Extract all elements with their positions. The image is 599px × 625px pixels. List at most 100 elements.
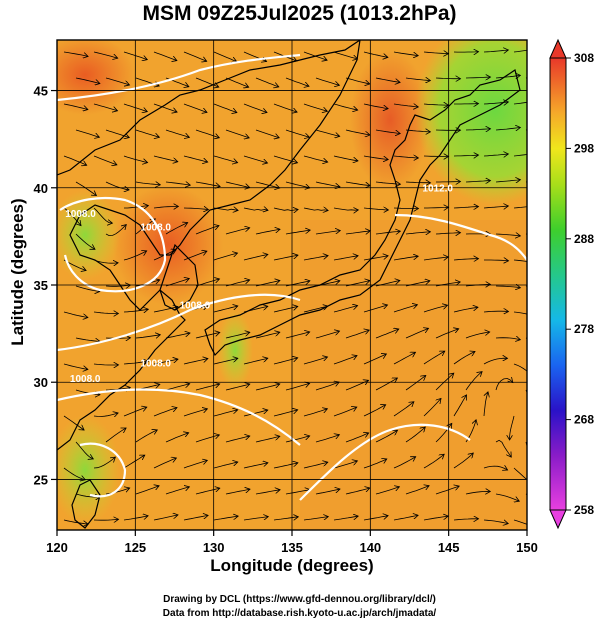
streamline — [225, 436, 250, 443]
streamline — [123, 361, 148, 364]
streamline — [423, 454, 444, 469]
streamline — [525, 77, 527, 79]
streamline — [93, 413, 118, 417]
streamline — [513, 311, 527, 315]
streamline — [525, 129, 527, 131]
streamline — [345, 181, 370, 186]
cool-area-kyushu — [217, 310, 253, 390]
streamline — [135, 219, 155, 235]
streamline — [315, 489, 340, 495]
streamline — [315, 331, 340, 339]
streamline — [483, 358, 508, 365]
streamline — [525, 233, 527, 235]
streamline — [255, 129, 279, 138]
streamline — [135, 129, 159, 137]
coastline-korea — [159, 243, 199, 311]
streamline — [393, 51, 418, 56]
colorbar-tick-label: 308 — [574, 51, 594, 65]
streamline — [165, 433, 189, 443]
streamline — [93, 457, 115, 469]
streamline — [123, 455, 145, 469]
streamline — [183, 460, 207, 469]
streamline — [183, 359, 208, 365]
colorbar-max-arrow — [549, 38, 567, 59]
streamline — [243, 463, 268, 469]
streamline — [333, 407, 357, 417]
streamline — [75, 285, 100, 292]
streamline — [453, 352, 475, 365]
streamline — [183, 515, 208, 521]
streamline — [195, 384, 220, 391]
colorbar-tick-label: 298 — [574, 141, 594, 155]
warm-area-north — [57, 40, 135, 115]
lon-tick-label: 130 — [203, 540, 225, 555]
x-axis-label: Longitude (degrees) — [210, 556, 374, 575]
streamline — [63, 155, 87, 165]
warm-area-korea — [113, 185, 223, 305]
streamline — [255, 332, 280, 339]
streamline — [285, 230, 310, 235]
streamline — [153, 458, 176, 469]
streamline — [453, 453, 473, 469]
streamline — [513, 49, 527, 53]
streamline — [63, 103, 88, 110]
streamline — [75, 337, 100, 342]
streamline — [153, 51, 177, 61]
streamline — [183, 155, 208, 162]
colorbar: 258 268 278 288 298 308 — [549, 38, 594, 530]
streamline — [183, 51, 207, 61]
streamline — [285, 490, 310, 495]
streamline — [513, 519, 527, 525]
streamline — [303, 208, 328, 211]
streamline — [513, 259, 527, 262]
streamline — [423, 52, 448, 54]
streamline — [453, 519, 479, 520]
isobar-north — [57, 53, 301, 102]
streamline — [453, 307, 478, 313]
streamline — [165, 487, 189, 495]
streamline — [285, 181, 310, 188]
streamline — [363, 208, 388, 210]
colorbar-tick-label: 288 — [574, 232, 594, 246]
streamline — [213, 155, 238, 163]
streamline — [195, 488, 220, 495]
streamline — [453, 155, 479, 156]
streamline — [375, 329, 399, 339]
sea-shading — [300, 220, 527, 530]
streamline — [225, 384, 250, 391]
streamline — [333, 51, 358, 59]
streamline — [153, 155, 178, 162]
streamline — [495, 379, 513, 391]
streamline — [465, 332, 490, 339]
drawing-credit: Drawing by DCL (https://www.gfd-dennou.o… — [163, 594, 436, 605]
streamline — [153, 103, 177, 112]
lat-tick-label: 40 — [34, 181, 48, 196]
streamline — [393, 352, 416, 365]
coastlines — [57, 40, 521, 529]
streamline — [436, 182, 461, 183]
streamline — [285, 332, 310, 339]
isobar-labels: 1008.0 1008.0 1008.0 1008.0 1008.0 1012.0 — [65, 184, 453, 386]
streamline — [465, 372, 482, 391]
streamline — [225, 77, 249, 87]
streamline — [454, 104, 479, 105]
streamline — [303, 155, 328, 162]
streamline — [513, 154, 527, 157]
streamline — [495, 180, 520, 182]
streamline — [93, 364, 119, 365]
streamline — [243, 358, 268, 365]
streamline — [93, 519, 119, 520]
streamline — [483, 392, 488, 417]
streamline — [153, 206, 178, 208]
colorbar-tick-label: 258 — [574, 503, 594, 517]
streamline — [195, 226, 219, 235]
streamline — [435, 78, 461, 79]
streamline — [183, 103, 207, 112]
streamline — [75, 77, 100, 84]
streamline — [513, 467, 527, 484]
streamline — [153, 408, 177, 417]
streamline — [285, 77, 309, 86]
streamline — [315, 129, 340, 136]
streamline — [423, 516, 448, 521]
streamline — [423, 398, 441, 417]
